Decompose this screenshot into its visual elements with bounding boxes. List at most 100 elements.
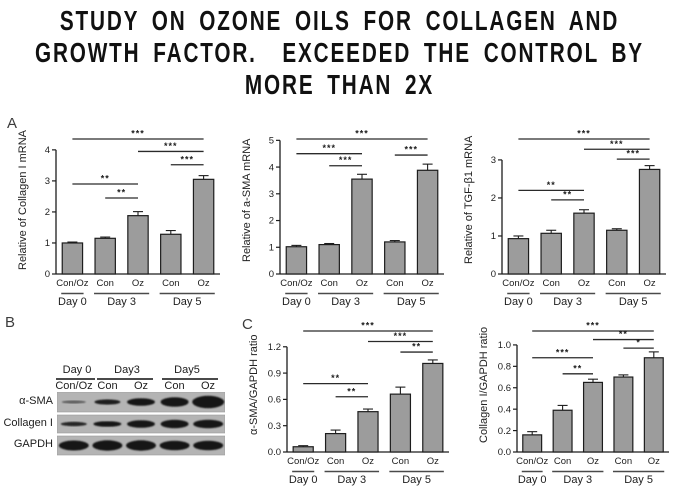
svg-text:Day 5: Day 5 [619,296,648,308]
svg-text:0.9: 0.9 [268,368,281,379]
chart-a-sma-gapdh-ratio-ylabel: α-SMA/GAPDH ratio [248,334,260,436]
chart-a-sma-gapdh-ratio-plot: 0.0 0.3 0.6 0.9 1.2 Con/Oz Con Oz Con Oz Day 0 Day … [243,318,461,486]
svg-text:Day 3: Day 3 [553,296,582,308]
svg-text:**: ** [563,189,572,199]
svg-text:Day 5: Day 5 [173,296,202,308]
svg-text:Con/Oz: Con/Oz [502,278,534,289]
svg-text:Oz: Oz [578,278,590,289]
svg-text:Day 5: Day 5 [402,474,431,486]
svg-text:Con: Con [392,456,409,467]
svg-text:**: ** [347,386,356,396]
svg-text:0.0: 0.0 [498,447,511,458]
svg-text:**: ** [331,373,340,383]
svg-text:Con: Con [542,278,559,289]
blot-lane-label-2: Oz [133,380,149,392]
chart-collagen-i-gapdh-ratio: Collagen I/GAPDH ratio 0.0 0.2 0.4 0.6 0.8 1.… [473,318,677,486]
svg-text:**: ** [117,187,126,197]
svg-text:**: ** [101,174,110,184]
svg-text:Oz: Oz [587,456,599,467]
title-line-1: STUDY ON OZONE OILS FOR COLLAGEN AND [59,5,620,36]
svg-text:**: ** [412,342,421,352]
svg-text:Day 0: Day 0 [518,474,547,486]
svg-text:4: 4 [269,162,274,173]
chart-collagen-i-mrna: Relative of Collagen I mRNA 0 1 2 3 4 Con/Oz C… [12,126,230,308]
svg-text:0: 0 [45,269,50,280]
blot-strips [56,391,226,461]
svg-text:Oz: Oz [362,456,374,467]
blot-day-label-1: Day3 [114,364,140,376]
blot-day-underline-1 [97,378,153,380]
chart-collagen-i-mrna-ylabel: Relative of Collagen I mRNA [17,130,29,271]
blot-row-label-gapdh: GAPDH [13,438,53,450]
svg-text:0.3: 0.3 [268,421,281,432]
svg-text:**: ** [619,329,628,339]
svg-text:Day 5: Day 5 [624,474,653,486]
svg-text:Day 0: Day 0 [504,296,533,308]
svg-text:Day 0: Day 0 [282,296,311,308]
svg-text:**: ** [573,363,582,373]
svg-text:0.2: 0.2 [498,426,511,437]
chart-a-sma-mrna: Relative of a-SMA mRNA 0 1 2 3 4 5 Con/Oz Con Oz… [236,126,454,308]
svg-text:1: 1 [491,231,496,242]
svg-text:***: *** [322,143,336,153]
svg-text:Con: Con [320,278,337,289]
chart-tgf-b1-mrna-ylabel: Relative of TGF-β1 mRNA [463,135,475,265]
svg-text:2: 2 [269,216,274,227]
chart-collagen-i-gapdh-ratio-plot: 0.0 0.2 0.4 0.6 0.8 1.0 Con/Oz Con Oz Con Oz Day 0 D… [473,318,677,486]
svg-text:Oz: Oz [427,456,439,467]
blot-lane-label-3: Con [164,380,185,392]
figure-title: STUDY ON OZONE OILS FOR COLLAGEN AND GRO… [0,5,679,101]
panel-a-label: A [7,115,18,132]
blot-day-label-0: Day 0 [62,364,92,376]
svg-text:***: *** [339,155,353,165]
panel-c-label: C [242,316,253,333]
svg-text:Con/Oz: Con/Oz [516,456,548,467]
blot-lane-label-0: Con/Oz [55,380,93,392]
svg-text:Oz: Oz [644,278,656,289]
svg-text:0: 0 [491,269,496,280]
svg-text:3: 3 [269,189,274,200]
svg-text:Con: Con [386,278,403,289]
svg-text:***: *** [180,154,194,164]
svg-text:Con: Con [96,278,113,289]
svg-text:1: 1 [45,238,50,249]
svg-text:**: ** [547,180,556,190]
svg-text:0: 0 [269,269,274,280]
svg-text:Day 3: Day 3 [107,296,136,308]
svg-text:5: 5 [269,136,274,147]
svg-text:Day 3: Day 3 [337,474,366,486]
svg-text:Oz: Oz [198,278,210,289]
blot-day-underline-0 [56,378,95,380]
svg-text:Con: Con [608,278,625,289]
svg-text:***: *** [610,139,624,149]
svg-text:Oz: Oz [132,278,144,289]
blot-lane-label-1: Con [97,380,118,392]
title-line-3: MORE THAN 2X [244,69,435,100]
chart-a-sma-mrna-ylabel: Relative of a-SMA mRNA [241,138,253,262]
blot-row-label-asma: α-SMA [19,395,53,407]
panel-b-label: B [5,314,16,331]
blot-lane-label-4: Oz [200,380,216,392]
svg-text:3: 3 [45,176,50,187]
svg-text:Day 0: Day 0 [289,474,318,486]
svg-text:0.6: 0.6 [498,383,511,394]
blot-row-label-collagen: Collagen I [3,417,53,429]
svg-text:4: 4 [45,145,50,156]
svg-text:Con/Oz: Con/Oz [280,278,312,289]
svg-text:Day 0: Day 0 [58,296,87,308]
svg-text:Oz: Oz [648,456,660,467]
svg-text:2: 2 [45,207,50,218]
svg-text:Con/Oz: Con/Oz [287,456,319,467]
svg-text:Con/Oz: Con/Oz [56,278,88,289]
svg-text:1.2: 1.2 [268,342,281,353]
svg-text:Oz: Oz [422,278,434,289]
svg-text:Con: Con [327,456,344,467]
svg-text:0.0: 0.0 [268,447,281,458]
title-line-2: GROWTH FACTOR. EXCEEDED THE CONTROL BY [35,37,644,68]
svg-text:***: *** [404,145,418,155]
svg-text:Con: Con [162,278,179,289]
svg-text:***: *** [355,129,369,139]
svg-text:***: *** [131,129,145,139]
svg-text:*: * [636,338,641,348]
